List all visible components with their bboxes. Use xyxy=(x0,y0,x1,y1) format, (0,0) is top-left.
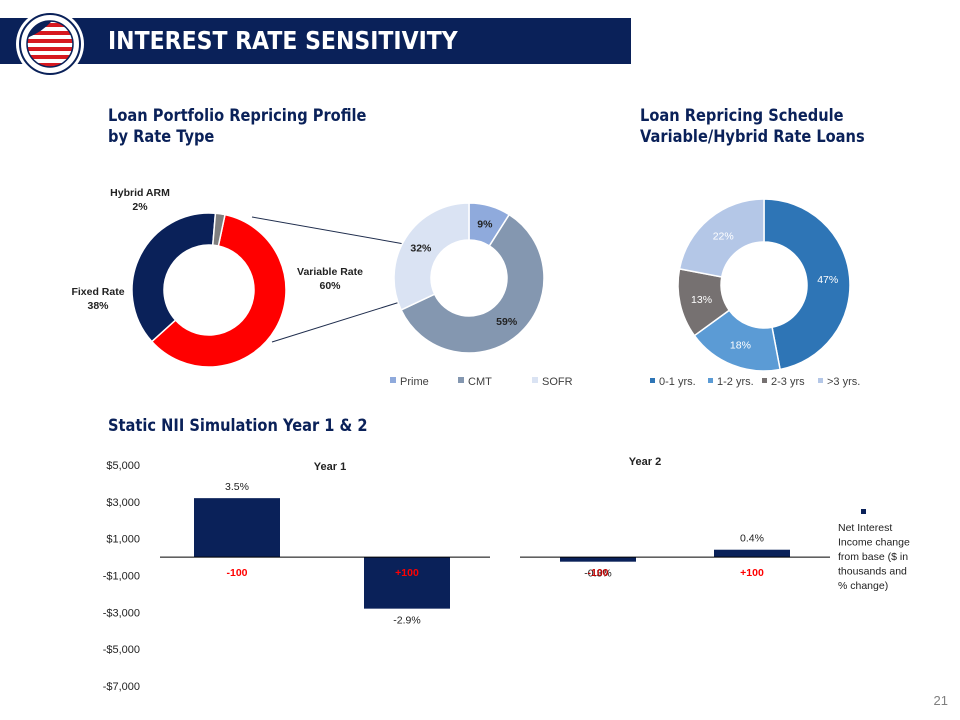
schedule-legend-label-2: 2-3 yrs xyxy=(771,376,805,388)
index-donut xyxy=(393,202,545,354)
nii-category-0-1: +100 xyxy=(395,567,419,579)
index-value-0: 9% xyxy=(477,218,493,230)
rate-type-slice-1 xyxy=(131,212,217,343)
header-bar xyxy=(0,18,631,64)
schedule-legend-swatch-2 xyxy=(762,378,767,383)
index-legend-label-2: SOFR xyxy=(542,376,573,388)
schedule-slice-0 xyxy=(763,198,851,371)
rate-type-donut xyxy=(131,212,287,368)
nii-category-1-0: -100 xyxy=(587,567,608,579)
company-logo xyxy=(18,12,82,76)
schedule-legend-swatch-1 xyxy=(708,378,713,383)
nii-legend-line-0: Net Interest xyxy=(838,522,892,534)
nii-section-title: Static NII Simulation Year 1 & 2 xyxy=(108,416,368,436)
nii-legend-line-4: % change) xyxy=(838,580,888,592)
index-slice-1 xyxy=(400,213,545,354)
rate-type-label-0: Variable Rate xyxy=(297,266,363,278)
index-legend-label-0: Prime xyxy=(400,376,429,388)
schedule-legend-label-1: 1-2 yrs. xyxy=(717,376,754,388)
nii-panel-title-1: Year 2 xyxy=(629,456,661,468)
portfolio-title-line2: by Rate Type xyxy=(108,127,215,147)
portfolio-section-title: Loan Portfolio Repricing Profile by Rate… xyxy=(108,106,366,148)
rate-type-value-0: 60% xyxy=(319,280,341,292)
nii-category-1-1: +100 xyxy=(740,567,764,579)
schedule-title-line1: Loan Repricing Schedule xyxy=(640,106,844,126)
nii-data-label-1-0: -0.3% xyxy=(584,568,611,580)
nii-data-label-1-1: 0.4% xyxy=(740,533,764,545)
schedule-legend-swatch-0 xyxy=(650,378,655,383)
nii-ytick-3: -$1,000 xyxy=(103,571,140,583)
nii-ytick-1: $3,000 xyxy=(106,497,140,509)
nii-bar-0-1 xyxy=(364,557,450,609)
nii-legend-swatch xyxy=(861,509,866,514)
portfolio-title-line1: Loan Portfolio Repricing Profile xyxy=(108,106,367,126)
page-number: 21 xyxy=(933,693,948,708)
nii-bar-0-0 xyxy=(194,498,280,558)
index-legend-label-1: CMT xyxy=(468,376,492,388)
rate-type-label-1: Fixed Rate xyxy=(71,286,124,298)
schedule-value-2: 13% xyxy=(691,294,712,306)
nii-bar-1-1 xyxy=(714,549,790,558)
nii-category-0-0: -100 xyxy=(226,567,247,579)
index-slice-2 xyxy=(393,202,470,311)
index-legend-swatch-1 xyxy=(458,377,464,383)
nii-legend-line-2: from base ($ in xyxy=(838,551,908,563)
schedule-legend-swatch-3 xyxy=(818,378,823,383)
nii-ytick-0: $5,000 xyxy=(106,460,140,472)
nii-ytick-6: -$7,000 xyxy=(103,681,140,693)
schedule-value-3: 22% xyxy=(713,231,734,243)
nii-data-label-0-1: -2.9% xyxy=(393,615,420,627)
nii-legend-line-1: Income change xyxy=(838,537,910,549)
rate-type-label-2: Hybrid ARM xyxy=(110,187,170,199)
schedule-value-0: 47% xyxy=(817,274,838,286)
index-legend-swatch-2 xyxy=(532,377,538,383)
breakout-connector-top xyxy=(251,216,411,246)
schedule-value-1: 18% xyxy=(730,340,751,352)
nii-data-label-0-0: 3.5% xyxy=(225,481,249,493)
rate-type-value-1: 38% xyxy=(87,300,109,312)
schedule-section-title: Loan Repricing Schedule Variable/Hybrid … xyxy=(640,106,865,148)
nii-ytick-2: $1,000 xyxy=(106,534,140,546)
schedule-legend-label-0: 0-1 yrs. xyxy=(659,376,696,388)
nii-ytick-4: -$3,000 xyxy=(103,607,140,619)
rate-type-slice-2 xyxy=(211,212,226,247)
index-legend-swatch-0 xyxy=(390,377,396,383)
rate-type-slice-0 xyxy=(150,213,287,368)
schedule-slice-3 xyxy=(678,198,765,278)
rate-type-value-2: 2% xyxy=(132,201,148,213)
breakout-connector-bottom xyxy=(271,301,401,343)
index-value-2: 32% xyxy=(410,242,432,254)
nii-ytick-5: -$5,000 xyxy=(103,644,140,656)
nii-panel-title-0: Year 1 xyxy=(314,461,346,473)
schedule-title-line2: Variable/Hybrid Rate Loans xyxy=(640,127,865,147)
schedule-donut xyxy=(677,198,851,372)
nii-bar-1-0 xyxy=(560,557,636,562)
page-title: INTEREST RATE SENSITIVITY xyxy=(108,26,458,55)
schedule-legend-label-3: >3 yrs. xyxy=(827,376,860,388)
nii-legend-line-3: thousands and xyxy=(838,566,907,578)
flag-globe-icon xyxy=(19,13,81,75)
index-value-1: 59% xyxy=(496,316,518,328)
